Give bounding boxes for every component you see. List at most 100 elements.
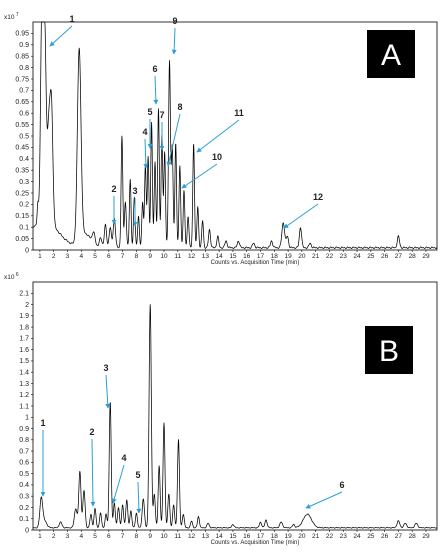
x-tick-label: 26 <box>381 533 389 540</box>
y-tick-label: 0.05 <box>15 236 29 243</box>
peak-arrow <box>105 374 111 409</box>
panel-letter: B <box>379 335 399 368</box>
x-tick-label: 22 <box>326 533 334 540</box>
x-tick-label: 27 <box>395 533 403 540</box>
y-tick-label: 0.65 <box>15 99 29 106</box>
y-tick-label: 0.1 <box>19 225 29 232</box>
x-tick-label: 5 <box>93 253 97 260</box>
x-tick-label: 19 <box>284 253 292 260</box>
y-tick-label: 0.15 <box>15 213 29 220</box>
x-tick-label: 10 <box>160 253 168 260</box>
y-tick-label: 1.4 <box>19 369 29 376</box>
x-tick-label: 12 <box>188 533 196 540</box>
x-tick-label: 17 <box>257 533 265 540</box>
y-tick-label: 0.7 <box>19 448 29 455</box>
panel-letter-box <box>367 30 415 78</box>
x-tick-label: 21 <box>312 533 320 540</box>
x-tick-label: 2 <box>52 533 56 540</box>
x-tick-label: 15 <box>229 253 237 260</box>
chromatogram-trace <box>32 21 438 249</box>
y-tick-label: 0.8 <box>19 437 29 444</box>
y-tick-label: 0 <box>25 527 29 534</box>
peak-label: 11 <box>234 108 244 118</box>
y-tick-label: 0.55 <box>15 122 29 129</box>
y-multiplier-label: x10 6 <box>4 272 19 281</box>
y-tick-label: 0.9 <box>19 426 29 433</box>
x-tick-label: 19 <box>284 533 292 540</box>
x-tick-label: 8 <box>135 253 139 260</box>
x-tick-label: 23 <box>340 253 348 260</box>
y-tick-label: 1.2 <box>19 392 29 399</box>
x-tick-label: 13 <box>202 533 210 540</box>
x-tick-label: 18 <box>271 533 279 540</box>
x-tick-label: 25 <box>367 253 375 260</box>
x-tick-label: 3 <box>66 253 70 260</box>
y-tick-label: 2 <box>25 302 29 309</box>
x-tick-label: 16 <box>243 253 251 260</box>
peak-label: 3 <box>103 363 108 373</box>
peak-label: 5 <box>135 470 140 480</box>
panel-letter-box <box>365 326 413 374</box>
x-tick-label: 10 <box>160 533 168 540</box>
y-tick-label: 1.3 <box>19 381 29 388</box>
y-tick-label: 0.7 <box>19 88 29 95</box>
peak-label: 7 <box>159 110 164 120</box>
y-tick-label: 0.5 <box>19 133 29 140</box>
peak-arrow <box>305 491 343 509</box>
panel-a: 0 0.05 0.1 0.15 0.2 0.25 0.3 0.35 0.4 0.45 0.5 0.55… <box>4 12 438 266</box>
y-tick-label: 0.5 <box>19 471 29 478</box>
x-tick-label: 14 <box>216 253 224 260</box>
peak-arrow <box>196 119 240 153</box>
x-tick-label: 11 <box>174 533 181 540</box>
peak-label: 12 <box>313 192 323 202</box>
x-tick-label: 2 <box>52 253 56 260</box>
y-tick-label: 1.9 <box>19 313 29 320</box>
x-tick-label: 28 <box>409 253 417 260</box>
x-tick-label: 15 <box>229 533 237 540</box>
x-tick-label: 29 <box>422 253 430 260</box>
y-tick-label: 0.95 <box>15 31 29 38</box>
y-tick-label: 0.4 <box>19 156 29 163</box>
y-tick-label: 0.4 <box>19 482 29 489</box>
x-tick-label: 20 <box>298 533 306 540</box>
peak-label: 6 <box>339 480 344 490</box>
x-tick-label: 13 <box>202 253 210 260</box>
x-tick-label: 9 <box>148 253 152 260</box>
plot-frame <box>32 281 438 531</box>
chromatogram-trace <box>32 304 438 529</box>
panel-letter: A <box>381 39 401 72</box>
peak-arrow <box>143 138 149 169</box>
y-tick-label: 0.3 <box>19 179 29 186</box>
x-tick-label: 27 <box>395 253 403 260</box>
y-tick-label: 1 <box>25 415 29 422</box>
x-tick-label: 9 <box>148 533 152 540</box>
peak-arrow <box>111 464 125 504</box>
y-tick-label: 0.35 <box>15 168 29 175</box>
y-tick-label: 0.2 <box>19 202 29 209</box>
y-tick-label: 0.45 <box>15 145 29 152</box>
peak-label: 10 <box>212 152 222 162</box>
x-tick-label: 8 <box>135 533 139 540</box>
x-axis-title: Counts vs. Acquisition Time (min) <box>211 260 300 266</box>
y-tick-label: 0.8 <box>19 65 29 72</box>
peak-label: 9 <box>172 16 177 26</box>
y-tick-label: 1.7 <box>19 336 29 343</box>
y-tick-label: 1.1 <box>19 403 29 410</box>
peak-arrow <box>153 75 159 105</box>
x-tick-label: 17 <box>257 253 265 260</box>
y-multiplier-label: x10 7 <box>4 12 19 21</box>
x-tick-label: 24 <box>353 533 361 540</box>
x-tick-label: 3 <box>66 533 70 540</box>
x-tick-label: 20 <box>298 253 306 260</box>
peak-arrow <box>166 113 181 167</box>
y-tick-label: 0.75 <box>15 76 29 83</box>
x-tick-label: 6 <box>107 253 111 260</box>
x-tick-label: 24 <box>353 253 361 260</box>
x-tick-label: 14 <box>216 533 224 540</box>
y-tick-label: 0.1 <box>19 516 29 523</box>
y-tick-label: 0.25 <box>15 190 29 197</box>
x-tick-label: 28 <box>409 533 417 540</box>
y-tick-label: 1.8 <box>19 324 29 331</box>
